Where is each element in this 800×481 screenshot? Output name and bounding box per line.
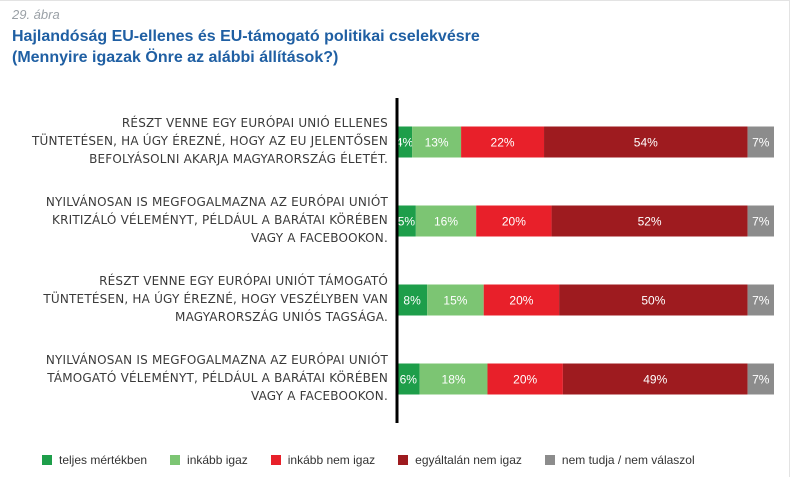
bar-segment-2-5 [747, 205, 774, 237]
legend-label-2: inkább igaz [187, 453, 248, 467]
category-label-1-line-1: RÉSZT VENNE EGY EURÓPAI UNIÓ ELLENES [122, 115, 388, 130]
legend-item-1: teljes mértékben [42, 453, 147, 467]
bar-segment-1-3 [461, 126, 545, 158]
data-label-3-1: 8% [403, 294, 421, 308]
category-label-4-line-1: NYILVÁNOSAN IS MEGFOGALMAZNA AZ EURÓPAI … [46, 352, 389, 367]
bar-segment-4-1 [397, 363, 420, 395]
data-label-4-3: 20% [513, 373, 537, 387]
category-label-3-line-3: MAGYARORSZÁG UNIÓS TAGSÁGA. [175, 309, 388, 324]
data-label-3-3: 20% [509, 294, 533, 308]
category-label-2-line-2: KRITIZÁLÓ VÉLEMÉNYT, PÉLDÁUL A BARÁTAI K… [52, 211, 388, 227]
data-label-1-4: 54% [634, 136, 658, 150]
data-label-4-4: 49% [643, 373, 667, 387]
bar-segment-2-4 [551, 205, 748, 237]
figure-number: 29. ábra [12, 7, 60, 22]
data-label-3-5: 7% [752, 294, 770, 308]
legend-label-4: egyáltalán nem igaz [415, 453, 522, 467]
legend-swatch-5 [544, 455, 555, 465]
data-label-4-2: 18% [442, 373, 466, 387]
legend-swatch-2 [170, 455, 181, 465]
data-label-2-4: 52% [638, 215, 662, 229]
bar-segment-1-4 [544, 126, 748, 158]
category-label-1-line-3: BEFOLYÁSOLNI AKARJA MAGYARORSZÁG ÉLETÉT. [89, 151, 388, 166]
legend-item-3: inkább nem igaz [270, 453, 376, 467]
bar-segment-4-4 [562, 363, 748, 395]
legend-item-4: egyáltalán nem igaz [398, 453, 522, 467]
data-label-2-3: 20% [502, 215, 526, 229]
legend-swatch-1 [42, 455, 52, 465]
chart-subtitle: (Mennyire igazak Önre az alábbi állításo… [12, 49, 339, 66]
data-label-2-1: 5% [398, 215, 416, 229]
bar-segment-1-1 [397, 126, 413, 158]
data-label-2-5: 7% [752, 215, 770, 229]
data-label-1-2: 13% [425, 136, 449, 150]
bar-segment-1-5 [747, 126, 774, 158]
category-label-2-line-3: VAGY A FACEBOOKON. [251, 231, 388, 245]
category-label-2-line-1: NYILVÁNOSAN IS MEGFOGALMAZNA AZ EURÓPAI … [46, 194, 389, 209]
data-label-4-5: 7% [752, 373, 770, 387]
bar-segment-3-2 [427, 284, 484, 316]
legend-item-2: inkább igaz [170, 453, 248, 467]
data-label-1-3: 22% [491, 136, 515, 150]
bar-segment-4-5 [747, 363, 774, 395]
bar-segment-3-1 [397, 284, 428, 316]
legend-swatch-3 [270, 455, 281, 465]
category-label-1-line-2: TÜNTETÉSEN, HA ÚGY ÉREZNÉ, HOGY AZ EU JE… [31, 132, 388, 148]
bar-segment-4-2 [419, 363, 488, 395]
bar-segment-4-3 [487, 363, 563, 395]
data-label-1-5: 7% [752, 136, 770, 150]
data-label-1-1: 4% [396, 136, 414, 150]
stacked-bar-chart: 4% 13% 22% 54% 7% RÉSZT VENNE EGY EURÓPAI UNI… [31, 98, 774, 423]
data-label-4-1: 6% [400, 373, 418, 387]
bar-segment-1-2 [412, 126, 462, 158]
legend-label-3: inkább nem igaz [287, 453, 376, 467]
data-label-2-2: 16% [434, 215, 458, 229]
legend-swatch-4 [398, 455, 409, 465]
category-label-3-line-1: RÉSZT VENNE EGY EURÓPAI UNIÓT TÁMOGATÓ [99, 273, 388, 288]
bar-segment-3-5 [747, 284, 774, 316]
bar-segment-2-3 [476, 205, 552, 237]
data-label-3-4: 50% [641, 294, 665, 308]
chart-title: Hajlandóság EU-ellenes és EU-támogató po… [12, 28, 480, 45]
legend-item-5: nem tudja / nem válaszol [544, 453, 695, 467]
bar-segment-3-3 [483, 284, 560, 316]
data-label-3-2: 15% [443, 294, 467, 308]
category-label-3-line-2: TÜNTETÉSEN, HA ÚGY ÉREZNÉ, HOGY VESZÉLYB… [42, 290, 388, 306]
figure-frame [0, 0, 790, 477]
bar-segment-2-1 [397, 205, 416, 237]
category-label-4-line-3: VAGY A FACEBOOKON. [251, 389, 388, 403]
bar-segment-2-2 [415, 205, 477, 237]
category-label-4-line-2: TÁMOGATÓ VÉLEMÉNYT, PÉLDÁUL A BARÁTAI KÖ… [46, 369, 388, 385]
legend-label-1: teljes mértékben [59, 453, 148, 467]
bar-segment-3-4 [559, 284, 748, 316]
chart-legend: teljes mértékben inkább igaz inkább nem ig… [42, 452, 718, 468]
legend-label-5: nem tudja / nem válaszol [561, 453, 695, 467]
